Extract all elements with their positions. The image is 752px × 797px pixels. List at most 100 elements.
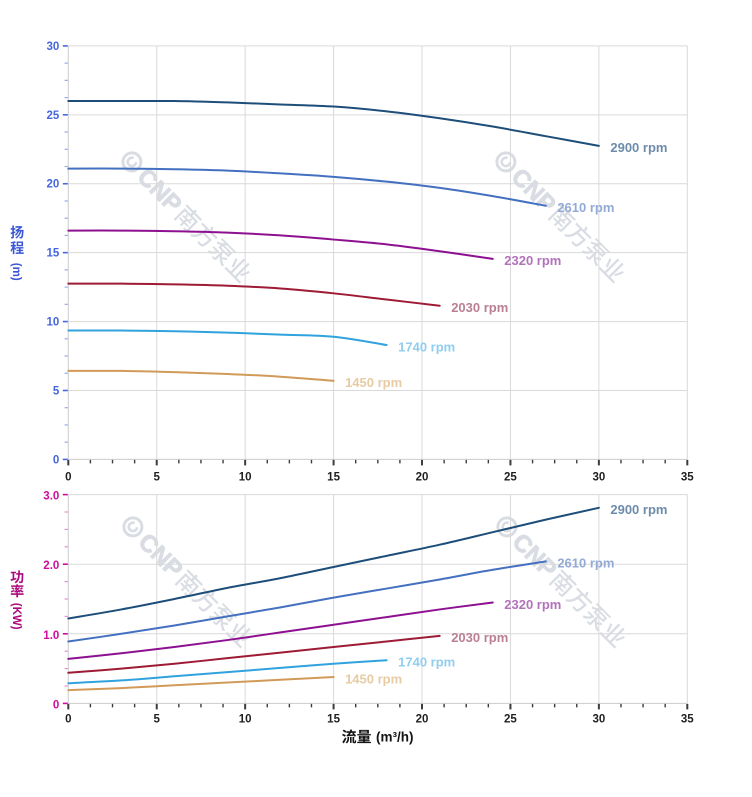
head-curve-2030-rpm — [67, 282, 441, 307]
head-axes — [67, 45, 688, 460]
power-y-axis-title: (KW) — [10, 570, 24, 630]
head-curve-1450-rpm — [67, 369, 335, 382]
power-curve-label-2030-rpm: 2030 rpm — [451, 630, 508, 645]
head-y-tick-label: 5 — [53, 385, 60, 397]
head-x-tick-labels: 0 5 10 15 20 25 30 35 — [65, 471, 694, 483]
head-x-tick-label: 0 — [65, 471, 71, 483]
head-curve-label-2320-rpm: 2320 rpm — [504, 253, 561, 268]
head-x-tick-label: 30 — [592, 471, 605, 483]
watermark-text-cjk — [207, 237, 237, 267]
head-chart: 0 5 10 15 20 25 30 35 0 5 10 15 20 25 30 (m) 2900 rpm 261… — [10, 41, 694, 483]
power-curve-label-2610-rpm: 2610 rpm — [557, 556, 614, 571]
head-curve-label-2030-rpm: 2030 rpm — [451, 300, 508, 315]
watermark-text-cjk — [599, 623, 625, 649]
head-x-tick-label: 25 — [504, 471, 517, 483]
power-x-tick-labels: 0 5 10 15 20 25 30 35 — [65, 713, 694, 725]
head-y-title-unit: (m) — [10, 263, 22, 281]
power-curve-1740-rpm — [67, 659, 388, 685]
head-y-tick-label: 15 — [47, 248, 60, 260]
power-x-title-char — [342, 729, 357, 744]
power-y-tick-label: 3.0 — [43, 491, 59, 503]
watermark-text-cjk — [190, 222, 218, 247]
watermark-text-cjk — [191, 587, 219, 612]
power-y-title-char — [10, 570, 24, 584]
head-curve-2320-rpm — [67, 229, 494, 260]
power-x-tick-label: 20 — [416, 713, 429, 725]
cnp-ring-logo-icon — [122, 516, 144, 538]
head-x-tick-label: 5 — [154, 471, 161, 483]
power-x-tick-label: 30 — [592, 713, 605, 725]
watermark-text-cjk — [565, 587, 593, 612]
watermark-text-cjk — [547, 204, 576, 232]
head-y-tick-label: 20 — [47, 179, 60, 191]
power-y-title-char — [10, 584, 24, 598]
power-curve-label-1450-rpm: 1450 rpm — [345, 671, 402, 686]
watermark-text-cjk — [581, 237, 611, 267]
cnp-ring-logo-icon — [495, 151, 517, 173]
power-x-tick-label: 25 — [504, 713, 517, 725]
watermark-text-latin: CNP — [132, 163, 187, 218]
watermark-text-cjk — [224, 258, 250, 284]
power-x-tick-label: 15 — [327, 713, 340, 725]
head-curve-2610-rpm — [67, 167, 547, 207]
power-x-tick-label: 10 — [239, 713, 252, 725]
power-grid — [68, 494, 688, 704]
power-x-axis-title: (m³/h) — [342, 729, 414, 745]
power-curve-2900-rpm — [67, 506, 600, 620]
head-y-title-char — [10, 241, 24, 255]
head-y-title-char — [10, 225, 24, 239]
watermark-text-cjk — [548, 569, 577, 597]
head-y-tick-label: 30 — [47, 41, 60, 53]
power-x-tick-label: 35 — [681, 713, 694, 725]
power-curve-2030-rpm — [67, 634, 441, 674]
power-y-tick-label: 0 — [53, 699, 59, 711]
power-chart: 0 5 10 15 20 25 30 35 0 1.0 2.0 3.0 (KW) (m³/h) 2900 … — [10, 491, 694, 745]
head-curve-2900-rpm — [67, 99, 600, 147]
power-y-tick-label: 2.0 — [43, 560, 59, 572]
watermark-text-latin: CNP — [507, 528, 562, 583]
head-y-tick-label: 0 — [53, 454, 59, 466]
head-y-tick-label: 10 — [47, 317, 60, 329]
power-x-ticks — [67, 703, 689, 710]
head-grid — [68, 45, 688, 460]
watermark-text-cjk — [564, 222, 592, 247]
head-curve-label-1450-rpm: 1450 rpm — [345, 375, 402, 390]
watermark-cnp: CNP — [496, 516, 625, 649]
head-curve-label-1740-rpm: 1740 rpm — [398, 339, 455, 354]
watermark-text-latin: CNP — [506, 163, 561, 218]
watermark-text-cjk — [582, 602, 612, 632]
watermark-text-cjk — [598, 258, 624, 284]
power-curve-label-2900-rpm: 2900 rpm — [610, 502, 667, 517]
head-y-tick-labels: 0 5 10 15 20 25 30 — [47, 41, 60, 466]
power-x-tick-label: 5 — [154, 713, 161, 725]
power-curve-2320-rpm — [67, 601, 494, 660]
head-x-ticks — [67, 459, 689, 466]
head-y-ticks — [62, 45, 68, 461]
head-x-tick-label: 35 — [681, 471, 694, 483]
power-y-tick-labels: 0 1.0 2.0 3.0 — [43, 491, 59, 712]
head-y-axis-title: (m) — [10, 225, 24, 281]
power-axes — [67, 494, 688, 704]
head-curve-1740-rpm — [67, 329, 388, 346]
head-curve-label-2610-rpm: 2610 rpm — [557, 200, 614, 215]
head-x-tick-label: 15 — [327, 471, 340, 483]
power-y-ticks — [62, 493, 68, 705]
power-curve-2610-rpm — [67, 560, 547, 643]
watermark-text-latin: CNP — [133, 528, 188, 583]
power-x-title-char — [357, 729, 371, 744]
power-curve-1450-rpm — [67, 675, 335, 692]
head-curve-label-2900-rpm: 2900 rpm — [610, 140, 667, 155]
power-curve-label-2320-rpm: 2320 rpm — [504, 597, 561, 612]
head-y-tick-label: 25 — [47, 110, 60, 122]
watermark-text-cjk — [225, 623, 251, 649]
head-x-tick-label: 10 — [239, 471, 252, 483]
power-y-tick-label: 1.0 — [43, 630, 59, 642]
power-curve-label-1740-rpm: 1740 rpm — [398, 655, 455, 670]
power-x-tick-label: 0 — [65, 713, 71, 725]
power-y-title-unit: (KW) — [10, 603, 22, 630]
cnp-ring-logo-icon — [121, 151, 143, 173]
watermark-text-cjk — [173, 204, 202, 232]
head-x-tick-label: 20 — [416, 471, 429, 483]
